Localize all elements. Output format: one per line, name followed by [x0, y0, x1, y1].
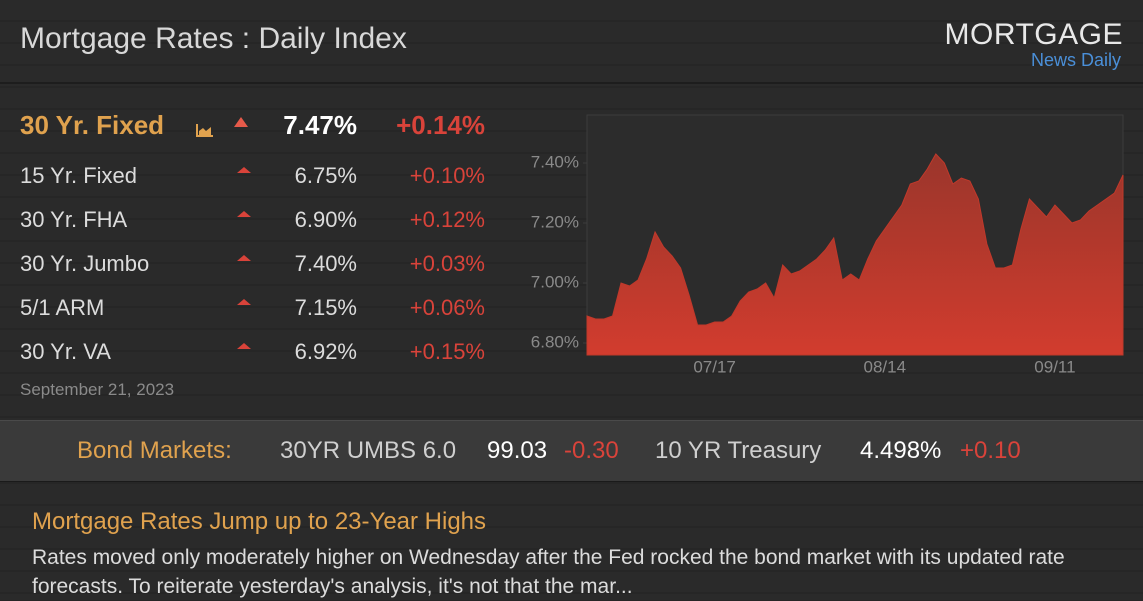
- rate-product: 5/1 ARM: [20, 295, 105, 320]
- up-arrow: [237, 167, 251, 173]
- x-tick-label: 09/11: [1034, 357, 1075, 376]
- news-headline[interactable]: Mortgage Rates Jump up to 23-Year Highs: [32, 508, 487, 535]
- rate-product: 30 Yr. Fixed: [20, 110, 165, 140]
- logo-subtitle: News Daily: [1030, 50, 1121, 70]
- bond-value: 99.03: [487, 437, 548, 464]
- y-tick-label: 7.00%: [531, 272, 579, 291]
- rate-change: +0.12%: [409, 207, 485, 232]
- bond-change: +0.10: [960, 437, 1021, 464]
- chart-icon[interactable]: [196, 123, 214, 137]
- y-tick-label: 7.40%: [531, 152, 579, 171]
- rate-value: 6.90%: [294, 207, 357, 232]
- rate-value: 7.47%: [283, 110, 357, 140]
- rate-value: 7.15%: [294, 295, 357, 320]
- y-tick-label: 7.20%: [531, 212, 579, 231]
- widget-title: Mortgage Rates : Daily Index: [20, 22, 407, 55]
- up-arrow: [237, 343, 251, 349]
- x-tick-label: 08/14: [864, 357, 907, 376]
- rate-change: +0.03%: [409, 251, 485, 276]
- bond-change: -0.30: [564, 437, 619, 464]
- rate-change: +0.10%: [409, 163, 485, 188]
- y-tick-label: 6.80%: [531, 332, 579, 351]
- separator: [0, 82, 1143, 84]
- rate-value: 6.92%: [294, 339, 357, 364]
- bond-value: 4.498%: [860, 437, 942, 464]
- rate-area: [586, 153, 1124, 356]
- up-arrow: [237, 299, 251, 305]
- bond-label: Bond Markets:: [77, 437, 232, 464]
- rate-product: 15 Yr. Fixed: [20, 163, 137, 188]
- bond-markets-bar: Bond Markets: 30YR UMBS 6.0 99.03 -0.30 …: [0, 420, 1143, 482]
- x-tick-label: 07/17: [693, 357, 736, 376]
- up-arrow: [237, 211, 251, 217]
- rate-change: +0.15%: [409, 339, 485, 364]
- logo: MORTGAGE: [944, 18, 1123, 51]
- up-arrow: [237, 255, 251, 261]
- news-body: Rates moved only moderately higher on We…: [32, 546, 1065, 598]
- chart: 6.80% 7.00% 7.20% 7.40% 07/17 08/14 09/11: [531, 114, 1124, 376]
- rate-change: +0.14%: [396, 110, 485, 140]
- rate-product: 30 Yr. VA: [20, 339, 111, 364]
- bond-name: 10 YR Treasury: [655, 437, 822, 464]
- rate-product: 30 Yr. Jumbo: [20, 251, 150, 276]
- rate-product: 30 Yr. FHA: [20, 207, 128, 232]
- rate-change: +0.06%: [409, 295, 485, 320]
- up-arrow: [234, 117, 248, 127]
- date: September 21, 2023: [20, 380, 175, 399]
- rate-value: 7.40%: [294, 251, 357, 276]
- rate-value: 6.75%: [294, 163, 357, 188]
- bond-name: 30YR UMBS 6.0: [280, 437, 457, 464]
